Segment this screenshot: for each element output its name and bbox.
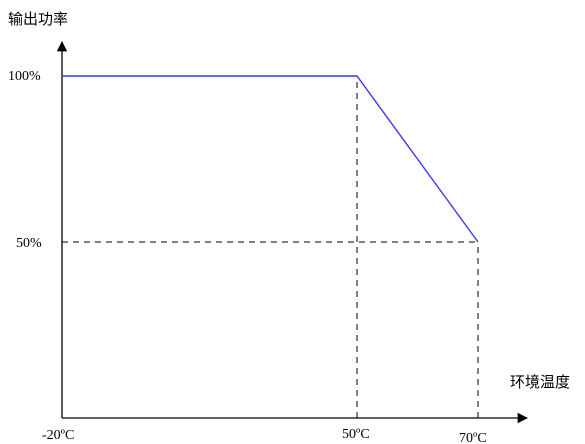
y-tick-label-50: 50%: [16, 236, 42, 251]
y-tick-label-100: 100%: [8, 69, 41, 84]
series-line-0: [62, 75, 479, 243]
x-tick-label-50: 50ºC: [342, 427, 370, 442]
x-tick-label-70: 70ºC: [459, 431, 487, 444]
x-axis-label: 环境温度: [510, 373, 570, 391]
x-tick-label-minus20: -20ºC: [42, 428, 74, 443]
series-group: [62, 75, 479, 243]
y-axis-label: 输出功率: [8, 10, 68, 28]
guide-lines: [62, 76, 479, 418]
